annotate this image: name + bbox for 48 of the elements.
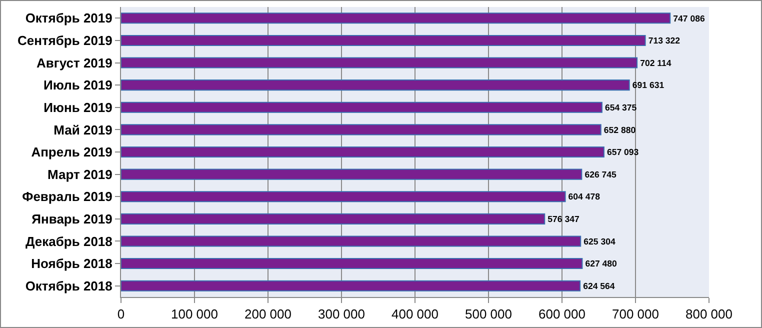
x-tick-label: 0	[117, 306, 125, 322]
data-label: 604 478	[568, 192, 600, 202]
data-label: 747 086	[673, 13, 705, 24]
y-tick-label: Февраль 2019	[22, 189, 112, 204]
y-tick-label: Июль 2019	[43, 78, 112, 93]
x-tick-label: 800 000	[686, 306, 732, 322]
data-label: 691 631	[632, 80, 664, 90]
data-label: 576 347	[548, 214, 580, 224]
data-label: 657 093	[606, 147, 639, 158]
bar	[121, 236, 582, 247]
bar	[121, 80, 630, 91]
data-label: 652 880	[604, 124, 636, 135]
y-tick-label: Январь 2019	[32, 211, 112, 226]
bar	[121, 102, 602, 113]
bar	[121, 191, 566, 202]
y-tick-label: Ноябрь 2018	[31, 256, 112, 272]
y-tick-label: Март 2019	[48, 166, 112, 182]
x-tick-label: 500 000	[465, 306, 512, 322]
bar	[121, 124, 602, 136]
data-label: 654 375	[604, 102, 637, 113]
x-tick-label: 700 000	[612, 306, 659, 322]
y-tick-label: Май 2019	[54, 122, 112, 138]
bar	[121, 146, 604, 158]
bar	[121, 168, 582, 180]
y-tick-label: Октябрь 2018	[25, 278, 112, 294]
y-tick-label: Декабрь 2018	[26, 234, 112, 249]
bar	[121, 280, 581, 292]
data-label: 626 745	[584, 169, 617, 180]
x-tick-label: 400 000	[392, 306, 438, 322]
bar	[121, 213, 546, 224]
y-tick-label: Июнь 2019	[44, 100, 112, 115]
y-tick-label: Сентябрь 2019	[17, 33, 112, 48]
data-label: 627 480	[585, 258, 618, 269]
data-label: 625 304	[584, 236, 616, 246]
y-tick-label: Август 2019	[36, 55, 112, 70]
data-label: 713 322	[648, 36, 680, 46]
bar	[121, 34, 646, 46]
data-label: 624 564	[583, 280, 615, 291]
x-tick-label: 100 000	[171, 306, 218, 322]
data-label: 702 114	[640, 58, 672, 68]
bar	[121, 258, 583, 270]
y-tick-label: Апрель 2019	[31, 144, 112, 160]
bar	[121, 12, 671, 24]
bar	[121, 57, 638, 68]
x-tick-label: 600 000	[538, 306, 586, 322]
x-tick-label: 300 000	[318, 306, 365, 322]
y-tick-label: Октябрь 2019	[25, 10, 112, 26]
x-tick-label: 200 000	[244, 306, 292, 322]
